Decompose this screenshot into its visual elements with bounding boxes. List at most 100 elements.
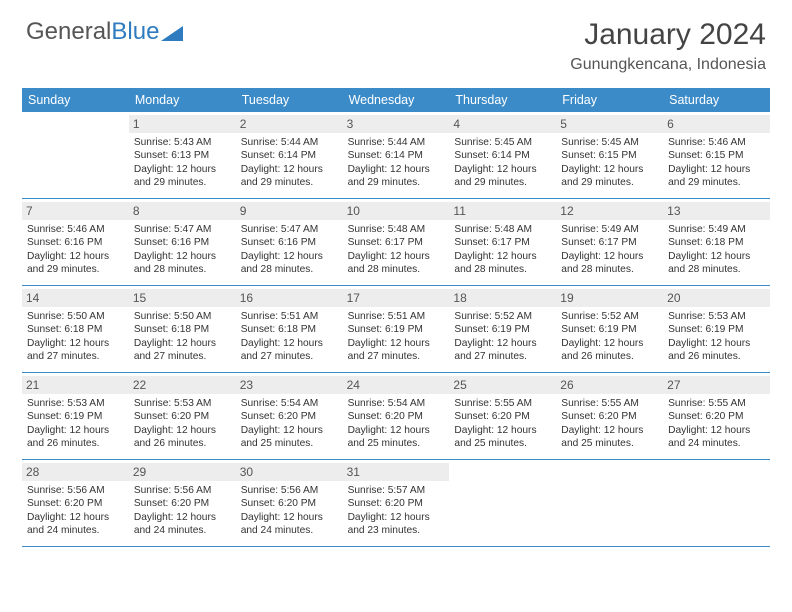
day-header-cell: Monday xyxy=(129,88,236,112)
day-details: Sunrise: 5:53 AMSunset: 6:19 PMDaylight:… xyxy=(668,310,765,364)
day-number: 6 xyxy=(663,115,770,133)
day-number: 11 xyxy=(449,202,556,220)
week-row: 1 Sunrise: 5:43 AMSunset: 6:13 PMDaylight… xyxy=(22,112,770,199)
day-number: 31 xyxy=(343,463,450,481)
logo-triangle-icon xyxy=(161,23,183,41)
day-cell: 8 Sunrise: 5:47 AMSunset: 6:16 PMDaylight… xyxy=(129,199,236,285)
day-cell: 1 Sunrise: 5:43 AMSunset: 6:13 PMDaylight… xyxy=(129,112,236,198)
day-details: Sunrise: 5:52 AMSunset: 6:19 PMDaylight:… xyxy=(561,310,658,364)
day-details: Sunrise: 5:56 AMSunset: 6:20 PMDaylight:… xyxy=(241,484,338,538)
day-details: Sunrise: 5:46 AMSunset: 6:16 PMDaylight:… xyxy=(27,223,124,277)
week-row: 14 Sunrise: 5:50 AMSunset: 6:18 PMDayligh… xyxy=(22,286,770,373)
day-details: Sunrise: 5:45 AMSunset: 6:14 PMDaylight:… xyxy=(454,136,551,190)
day-number: 24 xyxy=(343,376,450,394)
header: GeneralBlue January 2024 Gunungkencana, … xyxy=(0,0,792,82)
day-details: Sunrise: 5:43 AMSunset: 6:13 PMDaylight:… xyxy=(134,136,231,190)
calendar: Sunday Monday Tuesday Wednesday Thursday… xyxy=(22,88,770,547)
day-details: Sunrise: 5:44 AMSunset: 6:14 PMDaylight:… xyxy=(348,136,445,190)
day-cell: 25Sunrise: 5:55 AMSunset: 6:20 PMDayligh… xyxy=(449,373,556,459)
day-cell: 12 Sunrise: 5:49 AMSunset: 6:17 PMDayligh… xyxy=(556,199,663,285)
day-details: Sunrise: 5:53 AMSunset: 6:19 PMDaylight:… xyxy=(27,397,124,451)
day-cell xyxy=(663,460,770,546)
day-cell: 5 Sunrise: 5:45 AMSunset: 6:15 PMDaylight… xyxy=(556,112,663,198)
day-cell xyxy=(556,460,663,546)
day-details: Sunrise: 5:57 AMSunset: 6:20 PMDaylight:… xyxy=(348,484,445,538)
day-number: 10 xyxy=(343,202,450,220)
day-cell: 19 Sunrise: 5:52 AMSunset: 6:19 PMDayligh… xyxy=(556,286,663,372)
day-cell xyxy=(449,460,556,546)
day-cell: 9 Sunrise: 5:47 AMSunset: 6:16 PMDaylight… xyxy=(236,199,343,285)
day-details: Sunrise: 5:45 AMSunset: 6:15 PMDaylight:… xyxy=(561,136,658,190)
day-number: 9 xyxy=(236,202,343,220)
day-header-row: Sunday Monday Tuesday Wednesday Thursday… xyxy=(22,88,770,112)
day-cell: 13 Sunrise: 5:49 AMSunset: 6:18 PMDayligh… xyxy=(663,199,770,285)
day-number: 29 xyxy=(129,463,236,481)
week-row: 21Sunrise: 5:53 AMSunset: 6:19 PMDayligh… xyxy=(22,373,770,460)
day-cell: 31 Sunrise: 5:57 AMSunset: 6:20 PMDayligh… xyxy=(343,460,450,546)
day-details: Sunrise: 5:44 AMSunset: 6:14 PMDaylight:… xyxy=(241,136,338,190)
day-details: Sunrise: 5:47 AMSunset: 6:16 PMDaylight:… xyxy=(241,223,338,277)
day-cell: 4 Sunrise: 5:45 AMSunset: 6:14 PMDaylight… xyxy=(449,112,556,198)
day-number: 5 xyxy=(556,115,663,133)
day-cell: 11 Sunrise: 5:48 AMSunset: 6:17 PMDayligh… xyxy=(449,199,556,285)
day-number: 3 xyxy=(343,115,450,133)
week-row: 7Sunrise: 5:46 AMSunset: 6:16 PMDaylight… xyxy=(22,199,770,286)
day-number: 14 xyxy=(22,289,129,307)
weeks-container: 1 Sunrise: 5:43 AMSunset: 6:13 PMDaylight… xyxy=(22,112,770,547)
day-number: 23 xyxy=(236,376,343,394)
day-number: 27 xyxy=(663,376,770,394)
day-number: 26 xyxy=(556,376,663,394)
day-details: Sunrise: 5:55 AMSunset: 6:20 PMDaylight:… xyxy=(561,397,658,451)
day-details: Sunrise: 5:49 AMSunset: 6:17 PMDaylight:… xyxy=(561,223,658,277)
day-number: 4 xyxy=(449,115,556,133)
day-details: Sunrise: 5:50 AMSunset: 6:18 PMDaylight:… xyxy=(134,310,231,364)
day-cell: 18 Sunrise: 5:52 AMSunset: 6:19 PMDayligh… xyxy=(449,286,556,372)
day-header-cell: Sunday xyxy=(22,88,129,112)
day-details: Sunrise: 5:48 AMSunset: 6:17 PMDaylight:… xyxy=(454,223,551,277)
day-cell: 29 Sunrise: 5:56 AMSunset: 6:20 PMDayligh… xyxy=(129,460,236,546)
day-details: Sunrise: 5:47 AMSunset: 6:16 PMDaylight:… xyxy=(134,223,231,277)
logo: GeneralBlue xyxy=(26,18,183,46)
day-cell: 28Sunrise: 5:56 AMSunset: 6:20 PMDayligh… xyxy=(22,460,129,546)
day-header-cell: Saturday xyxy=(663,88,770,112)
day-number: 18 xyxy=(449,289,556,307)
day-cell: 10 Sunrise: 5:48 AMSunset: 6:17 PMDayligh… xyxy=(343,199,450,285)
week-row: 28Sunrise: 5:56 AMSunset: 6:20 PMDayligh… xyxy=(22,460,770,547)
day-number: 16 xyxy=(236,289,343,307)
day-cell xyxy=(22,112,129,198)
day-cell: 30Sunrise: 5:56 AMSunset: 6:20 PMDayligh… xyxy=(236,460,343,546)
month-title: January 2024 xyxy=(570,18,766,52)
day-details: Sunrise: 5:52 AMSunset: 6:19 PMDaylight:… xyxy=(454,310,551,364)
day-header-cell: Friday xyxy=(556,88,663,112)
day-details: Sunrise: 5:51 AMSunset: 6:19 PMDaylight:… xyxy=(348,310,445,364)
day-cell: 27 Sunrise: 5:55 AMSunset: 6:20 PMDayligh… xyxy=(663,373,770,459)
day-cell: 16 Sunrise: 5:51 AMSunset: 6:18 PMDayligh… xyxy=(236,286,343,372)
day-cell: 6 Sunrise: 5:46 AMSunset: 6:15 PMDaylight… xyxy=(663,112,770,198)
day-details: Sunrise: 5:56 AMSunset: 6:20 PMDaylight:… xyxy=(134,484,231,538)
day-number: 22 xyxy=(129,376,236,394)
day-details: Sunrise: 5:56 AMSunset: 6:20 PMDaylight:… xyxy=(27,484,124,538)
title-block: January 2024 Gunungkencana, Indonesia xyxy=(570,18,766,74)
day-cell: 7Sunrise: 5:46 AMSunset: 6:16 PMDaylight… xyxy=(22,199,129,285)
day-details: Sunrise: 5:48 AMSunset: 6:17 PMDaylight:… xyxy=(348,223,445,277)
day-number: 8 xyxy=(129,202,236,220)
day-cell: 26 Sunrise: 5:55 AMSunset: 6:20 PMDayligh… xyxy=(556,373,663,459)
day-number: 17 xyxy=(343,289,450,307)
day-details: Sunrise: 5:53 AMSunset: 6:20 PMDaylight:… xyxy=(134,397,231,451)
day-details: Sunrise: 5:51 AMSunset: 6:18 PMDaylight:… xyxy=(241,310,338,364)
day-details: Sunrise: 5:49 AMSunset: 6:18 PMDaylight:… xyxy=(668,223,765,277)
day-number: 19 xyxy=(556,289,663,307)
day-cell: 17 Sunrise: 5:51 AMSunset: 6:19 PMDayligh… xyxy=(343,286,450,372)
day-number: 12 xyxy=(556,202,663,220)
day-cell: 21Sunrise: 5:53 AMSunset: 6:19 PMDayligh… xyxy=(22,373,129,459)
day-details: Sunrise: 5:46 AMSunset: 6:15 PMDaylight:… xyxy=(668,136,765,190)
day-number: 13 xyxy=(663,202,770,220)
day-cell: 20Sunrise: 5:53 AMSunset: 6:19 PMDayligh… xyxy=(663,286,770,372)
day-details: Sunrise: 5:55 AMSunset: 6:20 PMDaylight:… xyxy=(668,397,765,451)
day-header-cell: Wednesday xyxy=(343,88,450,112)
day-cell: 24Sunrise: 5:54 AMSunset: 6:20 PMDayligh… xyxy=(343,373,450,459)
day-cell: 15Sunrise: 5:50 AMSunset: 6:18 PMDayligh… xyxy=(129,286,236,372)
day-number: 2 xyxy=(236,115,343,133)
day-number: 1 xyxy=(129,115,236,133)
location: Gunungkencana, Indonesia xyxy=(570,56,766,74)
